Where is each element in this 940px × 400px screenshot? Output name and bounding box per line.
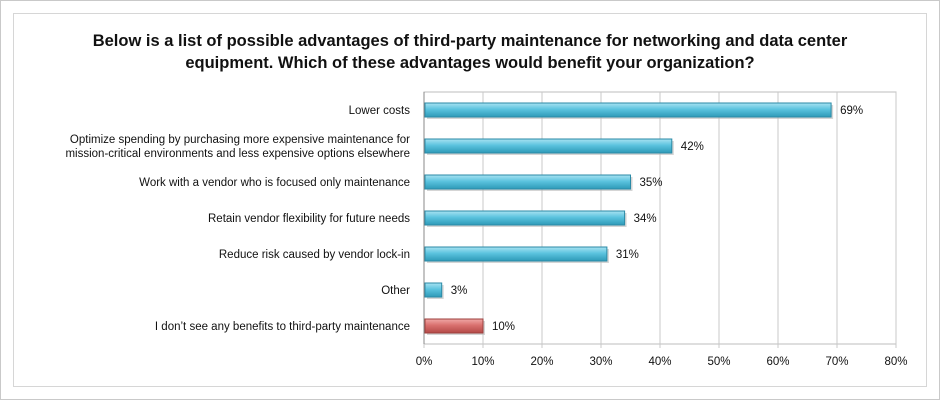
- data-label: 34%: [634, 213, 657, 225]
- category-label: Other: [381, 285, 410, 297]
- bar: [424, 282, 443, 298]
- x-tick-label: 30%: [589, 356, 612, 368]
- category-label: Reduce risk caused by vendor lock-in: [219, 249, 410, 261]
- chart-title: Below is a list of possible advantages o…: [92, 32, 848, 72]
- bar: [424, 102, 832, 118]
- x-tick-label: 10%: [471, 356, 494, 368]
- bar: [424, 318, 484, 334]
- x-tick-label: 20%: [530, 356, 553, 368]
- category-label: Lower costs: [349, 105, 411, 117]
- data-label: 69%: [840, 105, 863, 117]
- x-tick-label: 80%: [884, 356, 907, 368]
- x-tick-label: 50%: [707, 356, 730, 368]
- category-label: I don’t see any benefits to third-party …: [155, 321, 410, 333]
- data-label: 10%: [492, 321, 515, 333]
- data-label: 3%: [451, 285, 468, 297]
- bar: [424, 210, 626, 226]
- x-tick-label: 60%: [766, 356, 789, 368]
- x-tick-label: 40%: [648, 356, 671, 368]
- x-tick-label: 0%: [416, 356, 433, 368]
- data-label: 31%: [616, 249, 639, 261]
- bar: [424, 174, 631, 190]
- category-label: Work with a vendor who is focused only m…: [139, 177, 410, 189]
- bar: [424, 138, 673, 154]
- category-label: Optimize spending by purchasing more exp…: [65, 134, 410, 160]
- data-label: 42%: [681, 141, 704, 153]
- category-label: Retain vendor flexibility for future nee…: [208, 213, 410, 225]
- x-tick-label: 70%: [825, 356, 848, 368]
- data-label: 35%: [640, 177, 663, 189]
- bar: [424, 246, 608, 262]
